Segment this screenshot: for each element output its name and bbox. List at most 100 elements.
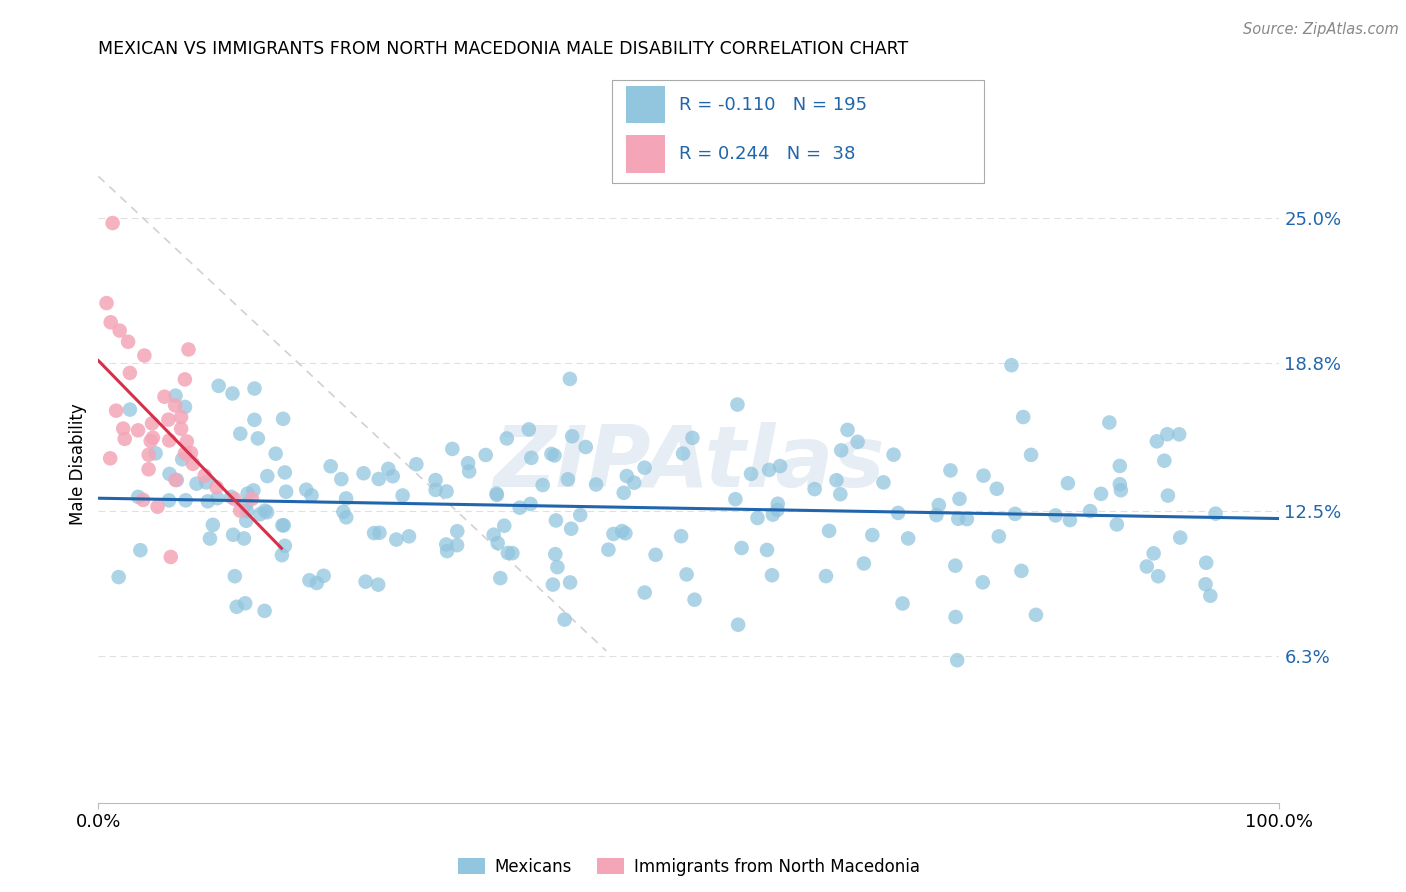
Point bbox=[825, 473, 848, 487]
Point bbox=[174, 400, 197, 414]
Point bbox=[157, 493, 180, 508]
Point bbox=[860, 528, 883, 542]
Y-axis label: Male Disability: Male Disability bbox=[69, 403, 87, 524]
Point bbox=[610, 524, 633, 538]
Point bbox=[585, 477, 607, 491]
Point bbox=[367, 577, 389, 591]
Point bbox=[495, 432, 517, 446]
Point bbox=[814, 569, 837, 583]
Point bbox=[264, 447, 287, 461]
Point bbox=[575, 440, 598, 454]
Text: Source: ZipAtlas.com: Source: ZipAtlas.com bbox=[1243, 22, 1399, 37]
Text: ZIPAtlas: ZIPAtlas bbox=[494, 422, 884, 506]
Point bbox=[598, 542, 620, 557]
Point bbox=[332, 505, 354, 519]
Point bbox=[249, 507, 271, 521]
Point bbox=[441, 442, 464, 456]
Point bbox=[560, 522, 582, 536]
Point bbox=[221, 386, 243, 401]
Point bbox=[105, 403, 128, 417]
Point bbox=[232, 532, 254, 546]
Point bbox=[766, 503, 789, 517]
Point bbox=[740, 467, 762, 481]
Point bbox=[335, 491, 357, 506]
Point bbox=[546, 560, 568, 574]
Point bbox=[225, 599, 247, 614]
Point bbox=[354, 574, 377, 589]
Point bbox=[747, 511, 769, 525]
Point bbox=[973, 468, 995, 483]
Point bbox=[1157, 489, 1180, 503]
Point bbox=[939, 463, 962, 477]
Point bbox=[208, 379, 231, 393]
Point bbox=[517, 422, 540, 436]
Point bbox=[558, 575, 581, 590]
Point bbox=[446, 538, 468, 552]
Point bbox=[98, 451, 121, 466]
Point bbox=[544, 513, 567, 527]
Point bbox=[681, 431, 703, 445]
Point bbox=[883, 448, 905, 462]
Point bbox=[194, 468, 217, 483]
Point bbox=[1090, 487, 1112, 501]
Point bbox=[943, 558, 966, 573]
Point bbox=[229, 426, 252, 441]
Point bbox=[928, 498, 950, 512]
Point bbox=[541, 577, 564, 591]
Point bbox=[761, 568, 783, 582]
Point bbox=[201, 517, 224, 532]
Point bbox=[891, 597, 914, 611]
Point bbox=[224, 569, 246, 583]
Point bbox=[501, 546, 523, 560]
Point bbox=[756, 543, 779, 558]
Point bbox=[274, 484, 297, 499]
Point bbox=[274, 466, 297, 480]
Point bbox=[159, 549, 181, 564]
Point bbox=[1156, 427, 1178, 442]
Point bbox=[837, 423, 859, 437]
Point bbox=[544, 547, 567, 561]
Point bbox=[385, 533, 408, 547]
Point bbox=[830, 443, 852, 458]
Point bbox=[405, 457, 427, 471]
Point bbox=[425, 473, 447, 487]
Point bbox=[872, 475, 894, 490]
Point bbox=[240, 491, 263, 506]
Point bbox=[295, 483, 318, 497]
Point bbox=[233, 596, 256, 610]
Point bbox=[197, 494, 219, 508]
Point bbox=[170, 422, 193, 436]
Point bbox=[948, 491, 970, 506]
Point bbox=[769, 458, 792, 473]
Point bbox=[558, 372, 581, 386]
Point bbox=[1146, 434, 1168, 449]
Point bbox=[561, 429, 583, 443]
Point bbox=[1147, 569, 1170, 583]
Point bbox=[153, 390, 176, 404]
Point bbox=[633, 460, 655, 475]
Point bbox=[127, 490, 149, 504]
Point bbox=[956, 512, 979, 526]
Point bbox=[368, 525, 391, 540]
Point bbox=[118, 402, 141, 417]
Point bbox=[569, 508, 592, 522]
Point bbox=[236, 486, 259, 500]
Point bbox=[1000, 358, 1022, 372]
Point bbox=[557, 472, 579, 486]
Point bbox=[846, 434, 869, 449]
Point bbox=[482, 527, 505, 541]
Point bbox=[134, 349, 156, 363]
Point bbox=[1078, 504, 1101, 518]
Point bbox=[852, 557, 875, 571]
Point bbox=[458, 464, 481, 478]
Point bbox=[145, 446, 167, 460]
Point bbox=[1019, 448, 1042, 462]
Point bbox=[305, 576, 328, 591]
Point bbox=[897, 532, 920, 546]
Point bbox=[519, 497, 541, 511]
Point bbox=[100, 315, 122, 329]
Point bbox=[174, 493, 197, 508]
Point bbox=[1108, 458, 1130, 473]
Point bbox=[235, 498, 257, 512]
Point bbox=[157, 412, 180, 426]
